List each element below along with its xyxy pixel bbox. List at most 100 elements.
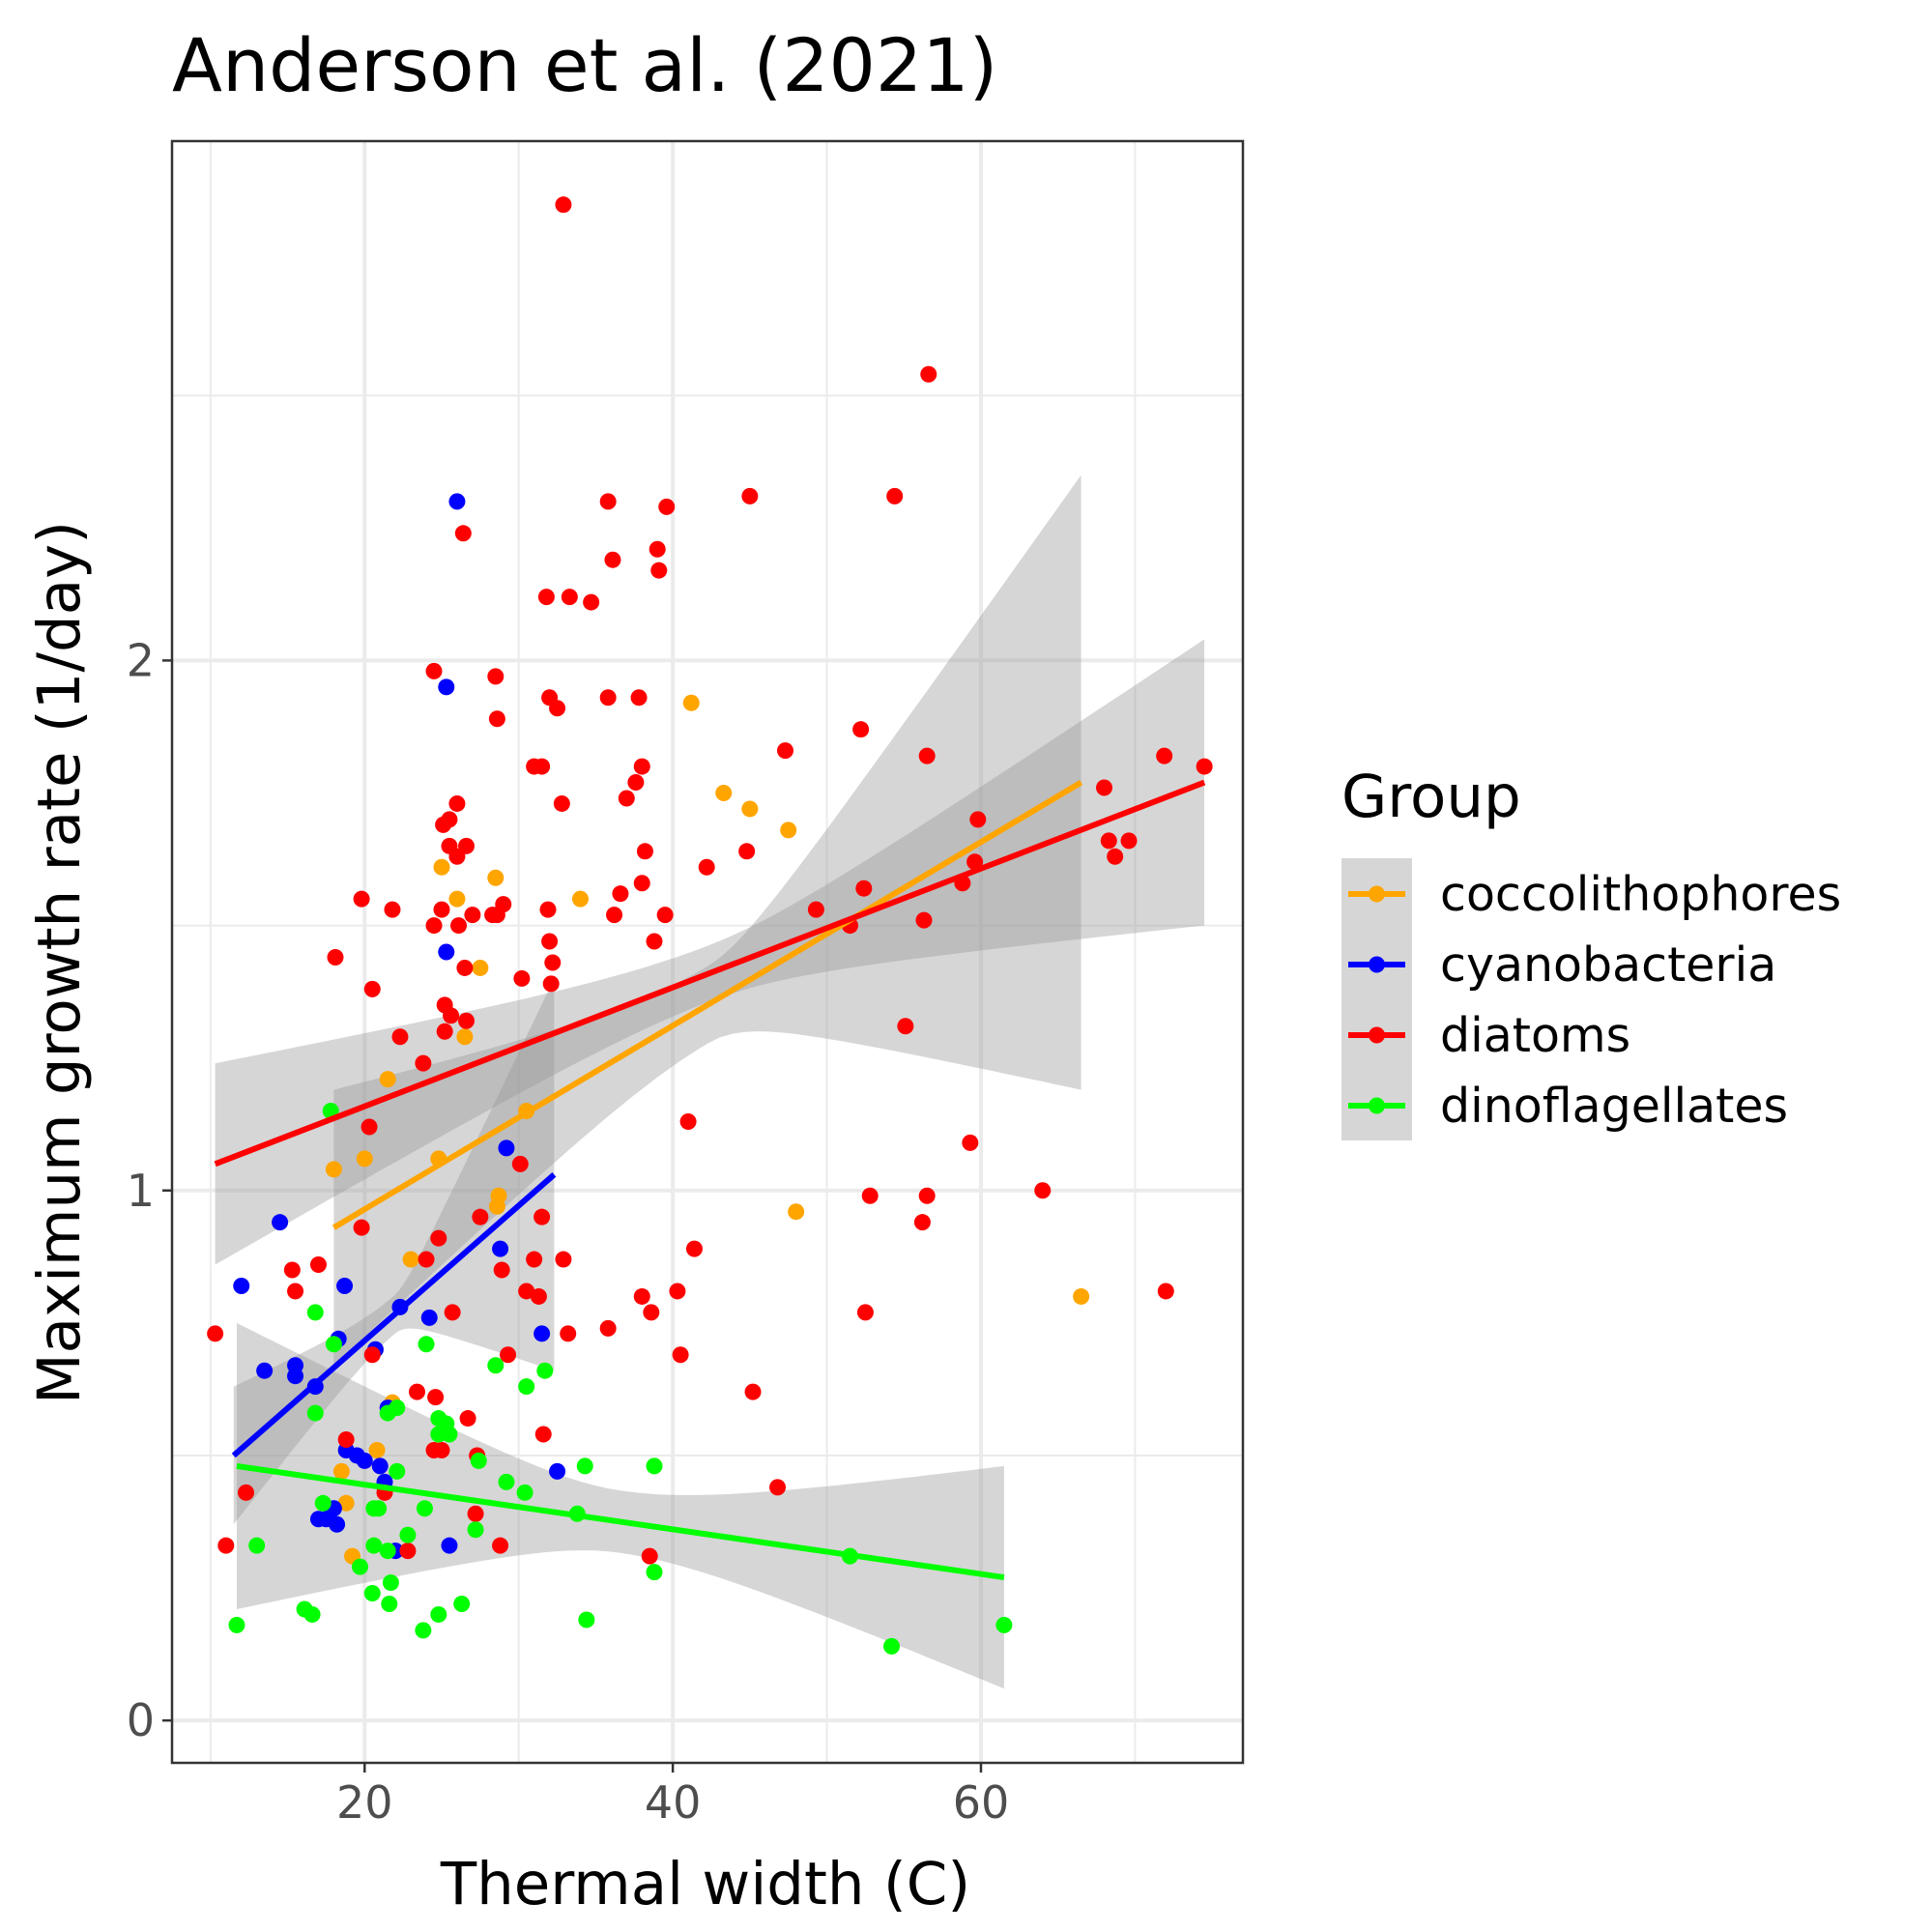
point-cyanobacteria xyxy=(329,1515,346,1533)
point-dinoflagellates xyxy=(646,1457,663,1475)
point-diatoms xyxy=(549,700,566,717)
point-dinoflagellates xyxy=(306,1304,324,1321)
point-diatoms xyxy=(418,1251,435,1268)
point-diatoms xyxy=(852,721,870,738)
point-cyanobacteria xyxy=(256,1362,274,1379)
point-diatoms xyxy=(530,1287,547,1305)
point-diatoms xyxy=(500,1346,517,1364)
point-dinoflagellates xyxy=(363,1585,381,1602)
point-cyanobacteria xyxy=(272,1214,289,1231)
point-dinoflagellates xyxy=(399,1526,417,1543)
point-cyanobacteria xyxy=(498,1139,515,1157)
point-dinoflagellates xyxy=(306,1404,324,1422)
legend-point-coccolithophores xyxy=(1369,885,1385,903)
point-diatoms xyxy=(604,551,621,568)
point-diatoms xyxy=(454,525,472,542)
point-dinoflagellates xyxy=(470,1452,487,1469)
point-cyanobacteria xyxy=(336,1277,354,1294)
point-diatoms xyxy=(533,1208,551,1226)
point-diatoms xyxy=(534,1426,552,1443)
point-diatoms xyxy=(855,879,873,897)
point-coccolithophores xyxy=(788,1203,805,1221)
x-tick-label: 20 xyxy=(336,1776,393,1829)
point-dinoflagellates xyxy=(883,1637,901,1655)
point-diatoms xyxy=(599,1319,617,1337)
chart-title: Anderson et al. (2021) xyxy=(172,22,997,108)
point-diatoms xyxy=(627,774,645,792)
point-coccolithophores xyxy=(472,959,489,976)
point-diatoms xyxy=(918,1187,936,1204)
point-dinoflagellates xyxy=(389,1462,406,1480)
point-diatoms xyxy=(649,540,666,558)
point-dinoflagellates xyxy=(498,1473,515,1490)
point-diatoms xyxy=(456,959,474,976)
point-diatoms xyxy=(433,1441,450,1458)
point-diatoms xyxy=(555,1251,572,1268)
point-diatoms xyxy=(643,1304,660,1321)
point-dinoflagellates xyxy=(228,1616,245,1633)
point-diatoms xyxy=(327,948,344,966)
point-cyanobacteria xyxy=(287,1368,304,1385)
point-diatoms xyxy=(436,1023,453,1040)
point-diatoms xyxy=(444,1304,461,1321)
point-diatoms xyxy=(492,1537,509,1554)
point-diatoms xyxy=(698,858,715,876)
point-diatoms xyxy=(415,1054,432,1072)
point-diatoms xyxy=(441,811,458,828)
point-cyanobacteria xyxy=(438,943,455,961)
point-diatoms xyxy=(583,593,600,611)
point-diatoms xyxy=(309,1256,327,1274)
point-dinoflagellates xyxy=(379,1543,396,1560)
point-diatoms xyxy=(408,1383,425,1400)
point-dinoflagellates xyxy=(536,1362,554,1379)
point-dinoflagellates xyxy=(381,1595,398,1612)
point-coccolithophores xyxy=(1073,1287,1090,1305)
point-coccolithophores xyxy=(448,890,466,908)
point-diatoms xyxy=(458,837,476,854)
point-diatoms xyxy=(458,1012,476,1029)
point-diatoms xyxy=(606,907,623,924)
point-diatoms xyxy=(918,747,936,764)
point-diatoms xyxy=(685,1240,703,1257)
point-diatoms xyxy=(384,901,401,918)
point-diatoms xyxy=(769,1479,787,1496)
point-dinoflagellates xyxy=(487,1357,505,1374)
point-diatoms xyxy=(560,1325,577,1342)
point-diatoms xyxy=(443,1007,460,1024)
point-cyanobacteria xyxy=(549,1462,566,1480)
x-tick-label: 40 xyxy=(645,1776,702,1829)
fit-lines xyxy=(214,779,1206,1581)
point-diatoms xyxy=(427,1389,445,1406)
point-cyanobacteria xyxy=(233,1277,250,1294)
point-dinoflagellates xyxy=(516,1484,533,1501)
point-coccolithophores xyxy=(325,1161,342,1178)
panel-frame xyxy=(170,139,1245,1765)
point-diatoms xyxy=(448,794,466,812)
point-diatoms xyxy=(861,1187,879,1204)
point-coccolithophores xyxy=(368,1441,386,1458)
y-tick-label: 2 xyxy=(127,634,155,686)
point-diatoms xyxy=(283,1261,301,1279)
point-diatoms xyxy=(238,1484,255,1501)
point-diatoms xyxy=(526,1251,543,1268)
point-dinoflagellates xyxy=(303,1605,321,1623)
y-tick-label: 1 xyxy=(127,1165,155,1217)
point-coccolithophores xyxy=(356,1150,373,1168)
point-dinoflagellates xyxy=(518,1378,535,1396)
point-dinoflagellates xyxy=(430,1605,447,1623)
point-dinoflagellates xyxy=(365,1537,383,1554)
point-diatoms xyxy=(448,848,466,865)
point-diatoms xyxy=(633,1287,650,1305)
point-dinoflagellates xyxy=(418,1336,435,1353)
point-diatoms xyxy=(511,1155,529,1172)
ci-band-coccolithophores xyxy=(333,475,1081,1366)
point-diatoms xyxy=(464,907,481,924)
point-dinoflagellates xyxy=(467,1521,484,1539)
point-coccolithophores xyxy=(456,1028,474,1046)
point-diatoms xyxy=(542,975,560,993)
point-diatoms xyxy=(920,365,937,383)
point-diatoms xyxy=(537,589,555,606)
legend-label-diatoms: diatoms xyxy=(1440,1008,1630,1063)
point-dinoflagellates xyxy=(351,1558,368,1575)
